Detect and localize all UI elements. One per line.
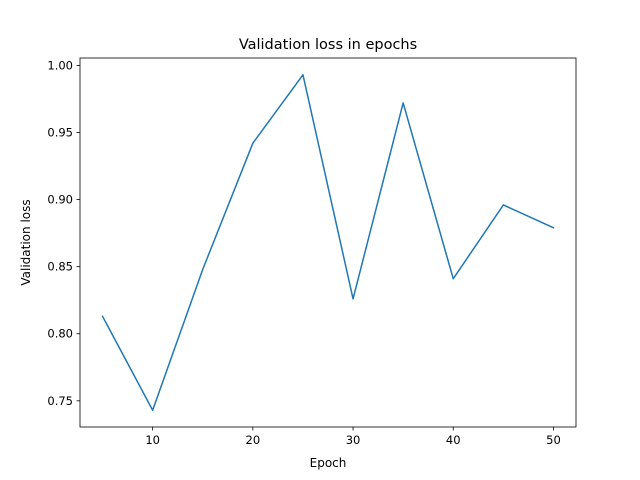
y-axis-ticks: 0.75 0.80 0.85 0.90 0.95 1.00 — [47, 58, 80, 408]
y-axis-label: Validation loss — [19, 199, 33, 285]
x-tick-label: 10 — [145, 433, 160, 447]
y-tick-label: 0.95 — [47, 125, 73, 139]
chart-title: Validation loss in epochs — [239, 37, 417, 53]
x-tick-label: 40 — [446, 433, 461, 447]
y-tick-label: 0.85 — [47, 260, 73, 274]
y-tick-label: 0.80 — [47, 327, 73, 341]
plot-area-frame — [79, 57, 577, 428]
series-line — [101, 74, 555, 411]
y-tick-label: 0.90 — [47, 193, 73, 207]
series-layer — [101, 74, 555, 411]
y-tick-label: 1.00 — [47, 58, 73, 72]
y-tick-label: 0.75 — [47, 394, 73, 408]
x-tick-label: 30 — [346, 433, 361, 447]
x-axis-ticks: 10 20 30 40 50 — [145, 427, 561, 447]
x-tick-label: 20 — [246, 433, 261, 447]
x-tick-label: 50 — [546, 433, 561, 447]
x-axis-label: Epoch — [310, 456, 347, 470]
